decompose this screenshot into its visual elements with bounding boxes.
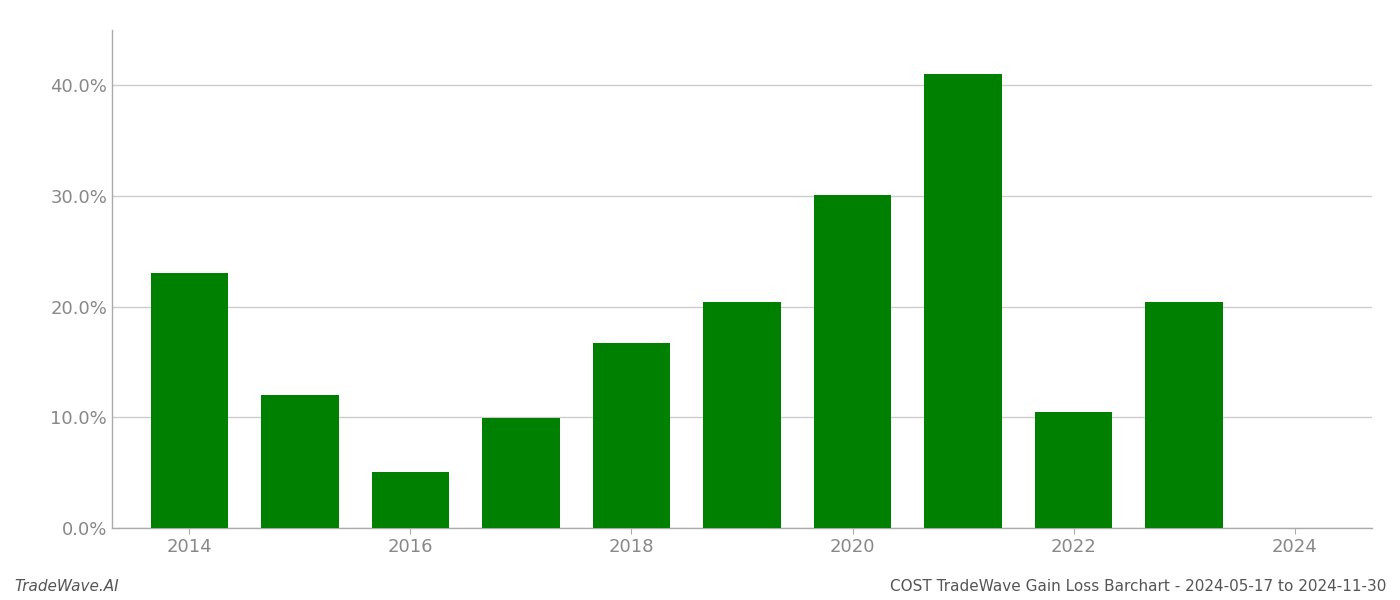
Bar [703,302,781,528]
Bar [1035,412,1112,528]
Text: COST TradeWave Gain Loss Barchart - 2024-05-17 to 2024-11-30: COST TradeWave Gain Loss Barchart - 2024… [889,579,1386,594]
Bar [1145,302,1222,528]
Bar [151,274,228,528]
Bar [592,343,671,528]
Bar [813,195,892,528]
Bar [924,74,1002,528]
Text: TradeWave.AI: TradeWave.AI [14,579,119,594]
Bar [482,418,560,528]
Bar [262,395,339,528]
Bar [372,472,449,528]
